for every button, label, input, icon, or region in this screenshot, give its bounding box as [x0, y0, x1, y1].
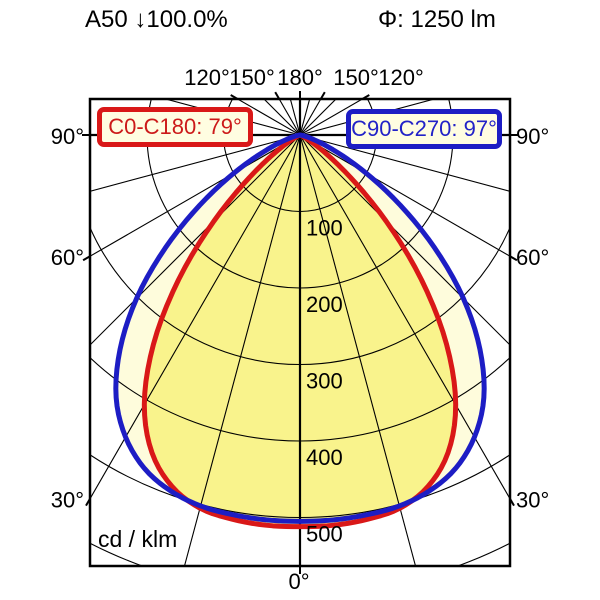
grid-ray-15 — [299, 134, 417, 566]
grid-ray-285 — [90, 134, 301, 192]
angle-tick — [230, 94, 239, 100]
grid-ray-255 — [163, 99, 301, 136]
angle-tick — [509, 255, 518, 262]
angle-label-top-3: 150° — [333, 65, 379, 90]
angle-tick — [361, 94, 370, 100]
grid-ray-345 — [183, 134, 301, 566]
ring-label-400: 400 — [306, 445, 343, 470]
angle-label-top-4: 120° — [378, 65, 424, 90]
curve-c90-c270 — [113, 132, 487, 524]
angle-tick — [82, 255, 91, 262]
angle-label-right-60: 60° — [516, 245, 549, 270]
legend-c0-c180: C0-C180: 79° — [97, 107, 253, 147]
angle-label-left-90: 90° — [51, 124, 84, 149]
ring-label-300: 300 — [306, 369, 343, 394]
angle-label-0: 0° — [288, 569, 309, 594]
legend-c90-c270: C90-C270: 97° — [346, 109, 502, 149]
angle-tick — [509, 498, 515, 507]
unit-label: cd / klm — [98, 526, 177, 552]
intensity-curves — [113, 132, 487, 530]
grid-ray-300 — [90, 134, 301, 257]
luminous-flux-label: Φ: 1250 lm — [378, 6, 496, 33]
angle-label-top-0: 120° — [184, 65, 230, 90]
grid-ray-75 — [299, 134, 510, 192]
angle-label-left-30: 30° — [51, 488, 84, 513]
angle-label-right-30: 30° — [516, 488, 549, 513]
angle-label-top-1: 150° — [229, 65, 275, 90]
curve-c0-c180 — [141, 132, 459, 530]
ring-label-200: 200 — [306, 292, 343, 317]
output-ratio-label: A50 ↓100.0% — [85, 6, 228, 33]
ring-label-100: 100 — [306, 216, 343, 241]
angle-label-top-2: 180° — [277, 65, 323, 90]
angle-tick — [85, 498, 91, 507]
angle-label-right-90: 90° — [516, 124, 549, 149]
grid-ray-105 — [299, 99, 437, 136]
ring-label-500: 500 — [306, 522, 343, 547]
angle-tick — [319, 91, 326, 100]
angle-tick — [274, 91, 281, 100]
angle-ticks — [82, 91, 518, 574]
angle-label-left-60: 60° — [51, 245, 84, 270]
grid-ray-60 — [299, 134, 510, 257]
